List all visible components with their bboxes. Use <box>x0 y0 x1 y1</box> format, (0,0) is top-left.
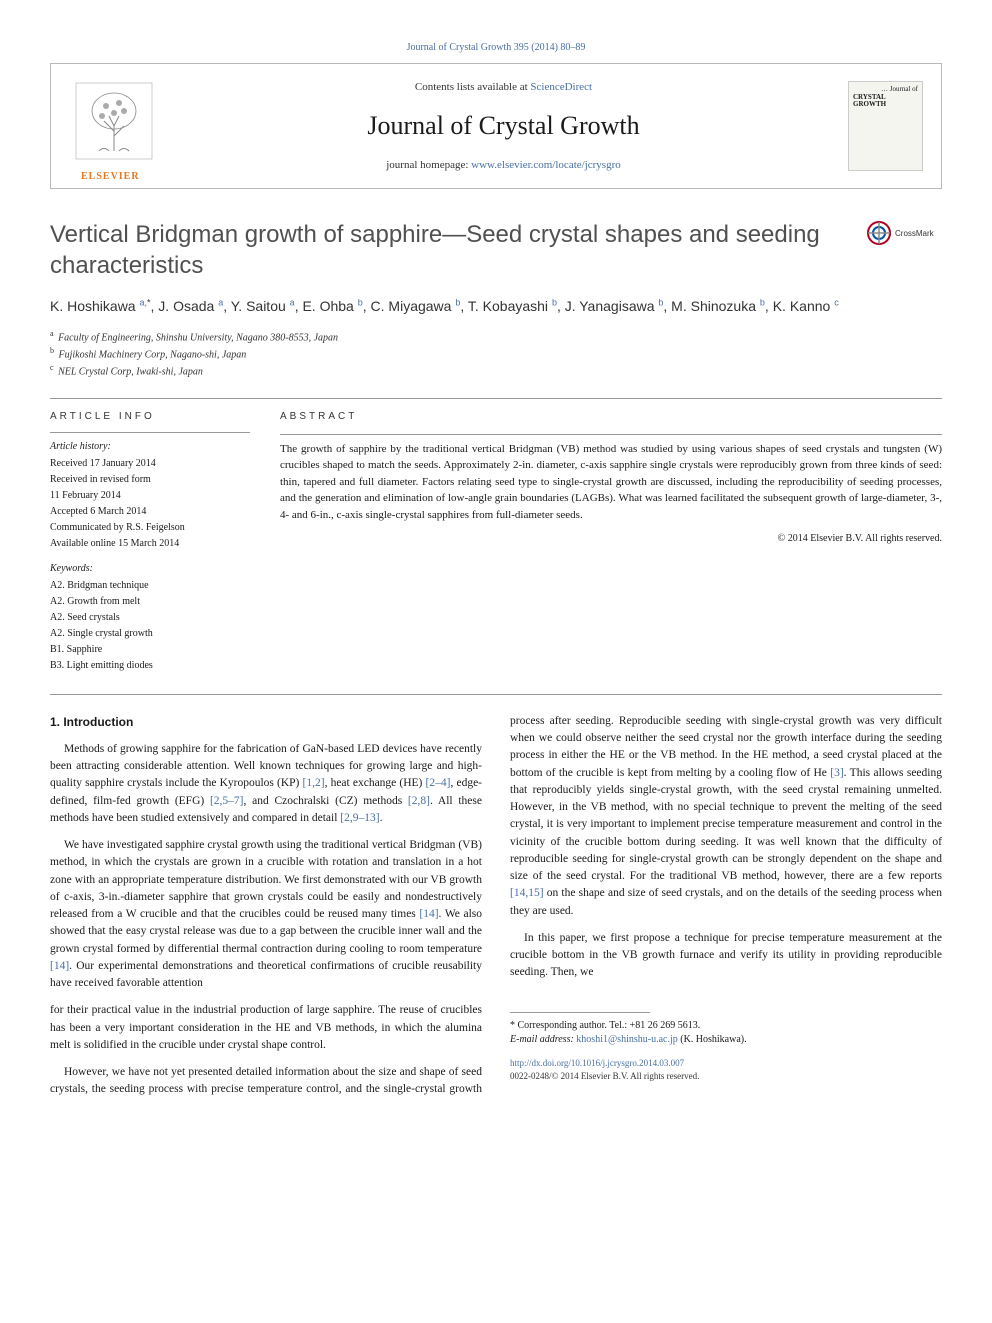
history-line: Accepted 6 March 2014 <box>50 504 250 519</box>
email-link[interactable]: khoshi1@shinshu-u.ac.jp <box>576 1034 677 1045</box>
body-paragraph: for their practical value in the industr… <box>50 1002 482 1054</box>
body-paragraph: Methods of growing sapphire for the fabr… <box>50 741 482 827</box>
sciencedirect-link[interactable]: ScienceDirect <box>530 81 592 93</box>
issn-line: 0022-0248/© 2014 Elsevier B.V. All right… <box>510 1070 942 1084</box>
info-divider <box>50 432 250 433</box>
contents-line: Contents lists available at ScienceDirec… <box>159 79 848 96</box>
keyword-line: B3. Light emitting diodes <box>50 658 250 673</box>
abstract-copyright: © 2014 Elsevier B.V. All rights reserved… <box>280 531 942 546</box>
history-lines: Received 17 January 2014Received in revi… <box>50 456 250 551</box>
history-line: Communicated by R.S. Feigelson <box>50 520 250 535</box>
history-line: 11 February 2014 <box>50 488 250 503</box>
top-citation-link[interactable]: Journal of Crystal Growth 395 (2014) 80–… <box>407 42 586 53</box>
elsevier-logo <box>69 76 159 176</box>
journal-name: Journal of Crystal Growth <box>159 106 848 145</box>
footnote-separator <box>510 1012 650 1013</box>
history-line: Available online 15 March 2014 <box>50 536 250 551</box>
email-label: E-mail address: <box>510 1034 576 1045</box>
authors-list: K. Hoshikawa a,*, J. Osada a, Y. Saitou … <box>50 295 942 317</box>
homepage-prefix: journal homepage: <box>386 159 471 171</box>
contents-prefix: Contents lists available at <box>415 81 530 93</box>
email-line: E-mail address: khoshi1@shinshu-u.ac.jp … <box>510 1033 942 1047</box>
title-row: Vertical Bridgman growth of sapphire—See… <box>50 219 942 281</box>
keyword-line: A2. Growth from melt <box>50 594 250 609</box>
cover-text-1: … Journal of <box>881 86 918 94</box>
body-paragraph: We have investigated sapphire crystal gr… <box>50 837 482 992</box>
info-abstract-row: ARTICLE INFO Article history: Received 1… <box>50 409 942 674</box>
keyword-line: B1. Sapphire <box>50 642 250 657</box>
body-paragraph: In this paper, we first propose a techni… <box>510 930 942 982</box>
homepage-line: journal homepage: www.elsevier.com/locat… <box>159 157 848 174</box>
cover-text-2: CRYSTAL GROWTH <box>853 94 918 109</box>
affiliation-line: b Fujikoshi Machinery Corp, Nagano-shi, … <box>50 345 942 362</box>
header-center: Contents lists available at ScienceDirec… <box>159 79 848 173</box>
keyword-line: A2. Seed crystals <box>50 610 250 625</box>
corresponding-author: * Corresponding author. Tel.: +81 26 269… <box>510 1019 942 1033</box>
abstract-text: The growth of sapphire by the traditiona… <box>280 441 942 524</box>
doi-link[interactable]: http://dx.doi.org/10.1016/j.jcrysgro.201… <box>510 1058 684 1068</box>
svg-text:CrossMark: CrossMark <box>895 229 935 238</box>
history-label: Article history: <box>50 439 250 454</box>
crossmark-icon: CrossMark <box>867 219 937 247</box>
keyword-line: A2. Bridgman technique <box>50 578 250 593</box>
article-title: Vertical Bridgman growth of sapphire—See… <box>50 219 862 281</box>
history-line: Received 17 January 2014 <box>50 456 250 471</box>
section-1-heading: 1. Introduction <box>50 713 482 731</box>
corresponding-footnote: * Corresponding author. Tel.: +81 26 269… <box>510 1019 942 1047</box>
affiliations: a Faculty of Engineering, Shinshu Univer… <box>50 328 942 380</box>
elsevier-label: ELSEVIER <box>81 169 140 184</box>
body-columns: 1. Introduction Methods of growing sapph… <box>50 713 942 1099</box>
email-suffix: (K. Hoshikawa). <box>678 1034 747 1045</box>
elsevier-tree-icon <box>74 81 154 171</box>
divider-1 <box>50 398 942 399</box>
top-citation: Journal of Crystal Growth 395 (2014) 80–… <box>50 40 942 55</box>
abstract-heading: ABSTRACT <box>280 409 942 424</box>
journal-cover-thumbnail: … Journal of CRYSTAL GROWTH <box>848 81 923 171</box>
article-info-heading: ARTICLE INFO <box>50 409 250 424</box>
article-info: ARTICLE INFO Article history: Received 1… <box>50 409 250 674</box>
abstract-section: ABSTRACT The growth of sapphire by the t… <box>280 409 942 674</box>
crossmark-badge[interactable]: CrossMark <box>862 219 942 247</box>
affiliation-line: a Faculty of Engineering, Shinshu Univer… <box>50 328 942 345</box>
abstract-divider <box>280 434 942 435</box>
divider-2 <box>50 694 942 695</box>
keyword-line: A2. Single crystal growth <box>50 626 250 641</box>
affiliation-line: c NEL Crystal Corp, Iwaki-shi, Japan <box>50 362 942 379</box>
doi-line: http://dx.doi.org/10.1016/j.jcrysgro.201… <box>510 1057 942 1071</box>
keywords-lines: A2. Bridgman techniqueA2. Growth from me… <box>50 578 250 673</box>
history-line: Received in revised form <box>50 472 250 487</box>
keywords-label: Keywords: <box>50 561 250 576</box>
homepage-link[interactable]: www.elsevier.com/locate/jcrysgro <box>471 159 621 171</box>
journal-header: ELSEVIER Contents lists available at Sci… <box>50 63 942 189</box>
